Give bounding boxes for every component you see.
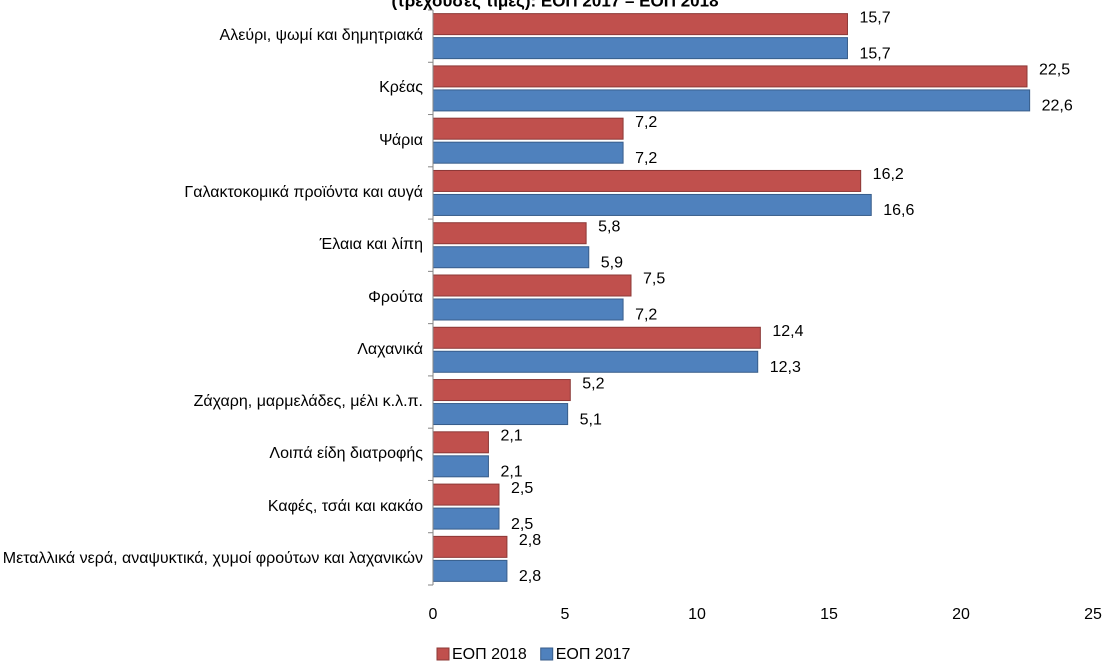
y-tick-label: Έλαια και λίπη bbox=[319, 236, 423, 254]
chart-title: (τρέχουσες τιμές): ΕΟΠ 2017 – ΕΟΠ 2018 bbox=[391, 0, 718, 10]
bar bbox=[432, 246, 590, 269]
data-label: 2,1 bbox=[500, 428, 522, 445]
x-tick-label: 10 bbox=[688, 606, 706, 623]
legend-label: ΕΟΠ 2018 bbox=[452, 646, 527, 662]
x-tick-label: 15 bbox=[820, 606, 838, 623]
y-tick-label: Μεταλλικά νερά, αναψυκτικά, χυμοί φρούτω… bbox=[2, 549, 423, 567]
data-label: 15,7 bbox=[859, 45, 890, 62]
bar bbox=[432, 37, 848, 60]
x-tick-label: 0 bbox=[429, 606, 438, 623]
y-tick-label: Ζάχαρη, μαρμελάδες, μέλι κ.λ.π. bbox=[193, 393, 423, 411]
legend-swatch bbox=[540, 647, 554, 661]
bar bbox=[432, 379, 571, 402]
data-label: 7,2 bbox=[635, 307, 657, 324]
bar bbox=[432, 431, 489, 454]
x-tick-label: 25 bbox=[1084, 606, 1102, 623]
bar bbox=[432, 274, 632, 297]
bar bbox=[432, 507, 500, 530]
data-label: 7,2 bbox=[635, 114, 657, 131]
data-label: 16,6 bbox=[883, 202, 914, 219]
y-tick-label: Λοιπά είδη διατροφής bbox=[269, 445, 423, 463]
bar bbox=[432, 13, 848, 36]
bar bbox=[432, 193, 872, 216]
bar bbox=[432, 455, 489, 478]
bar bbox=[432, 298, 624, 321]
data-label: 5,2 bbox=[582, 375, 604, 392]
data-label: 12,4 bbox=[772, 323, 803, 340]
bar bbox=[432, 169, 862, 192]
data-label: 22,6 bbox=[1042, 98, 1073, 115]
data-label: 5,9 bbox=[601, 254, 623, 271]
y-tick-label: Αλεύρι, ψωμί και δημητριακά bbox=[219, 27, 423, 45]
bar bbox=[432, 326, 761, 349]
data-label: 22,5 bbox=[1039, 62, 1070, 79]
bar bbox=[432, 559, 508, 582]
bar bbox=[432, 403, 569, 426]
data-label: 2,1 bbox=[500, 464, 522, 481]
data-label: 5,8 bbox=[598, 218, 620, 235]
y-tick-label: Φρούτα bbox=[368, 288, 423, 306]
bar bbox=[432, 117, 624, 140]
data-label: 2,5 bbox=[511, 480, 533, 497]
data-label: 16,2 bbox=[873, 166, 904, 183]
data-label: 2,5 bbox=[511, 516, 533, 533]
legend-label: ΕΟΠ 2017 bbox=[556, 646, 631, 662]
bar bbox=[432, 222, 587, 245]
data-label: 7,5 bbox=[643, 271, 665, 288]
bar bbox=[432, 89, 1031, 112]
y-tick-label: Λαχανικά bbox=[357, 340, 423, 358]
data-label: 12,3 bbox=[770, 359, 801, 376]
bar bbox=[432, 350, 759, 373]
bar bbox=[432, 65, 1028, 88]
y-tick-label: Γαλακτοκομικά προϊόντα και αυγά bbox=[184, 183, 423, 201]
y-tick-label: Καφές, τσάι και κακάο bbox=[267, 497, 423, 515]
data-label: 2,8 bbox=[519, 568, 541, 585]
bar bbox=[432, 141, 624, 164]
y-tick-label: Κρέας bbox=[379, 79, 423, 97]
bar bbox=[432, 483, 500, 506]
x-tick-label: 5 bbox=[561, 606, 570, 623]
legend-swatch bbox=[436, 647, 450, 661]
data-label: 2,8 bbox=[519, 532, 541, 549]
data-label: 15,7 bbox=[859, 9, 890, 26]
bar bbox=[432, 535, 508, 558]
y-tick-label: Ψάρια bbox=[379, 131, 423, 149]
data-label: 5,1 bbox=[580, 411, 602, 428]
x-tick-label: 20 bbox=[952, 606, 970, 623]
data-label: 7,2 bbox=[635, 150, 657, 167]
